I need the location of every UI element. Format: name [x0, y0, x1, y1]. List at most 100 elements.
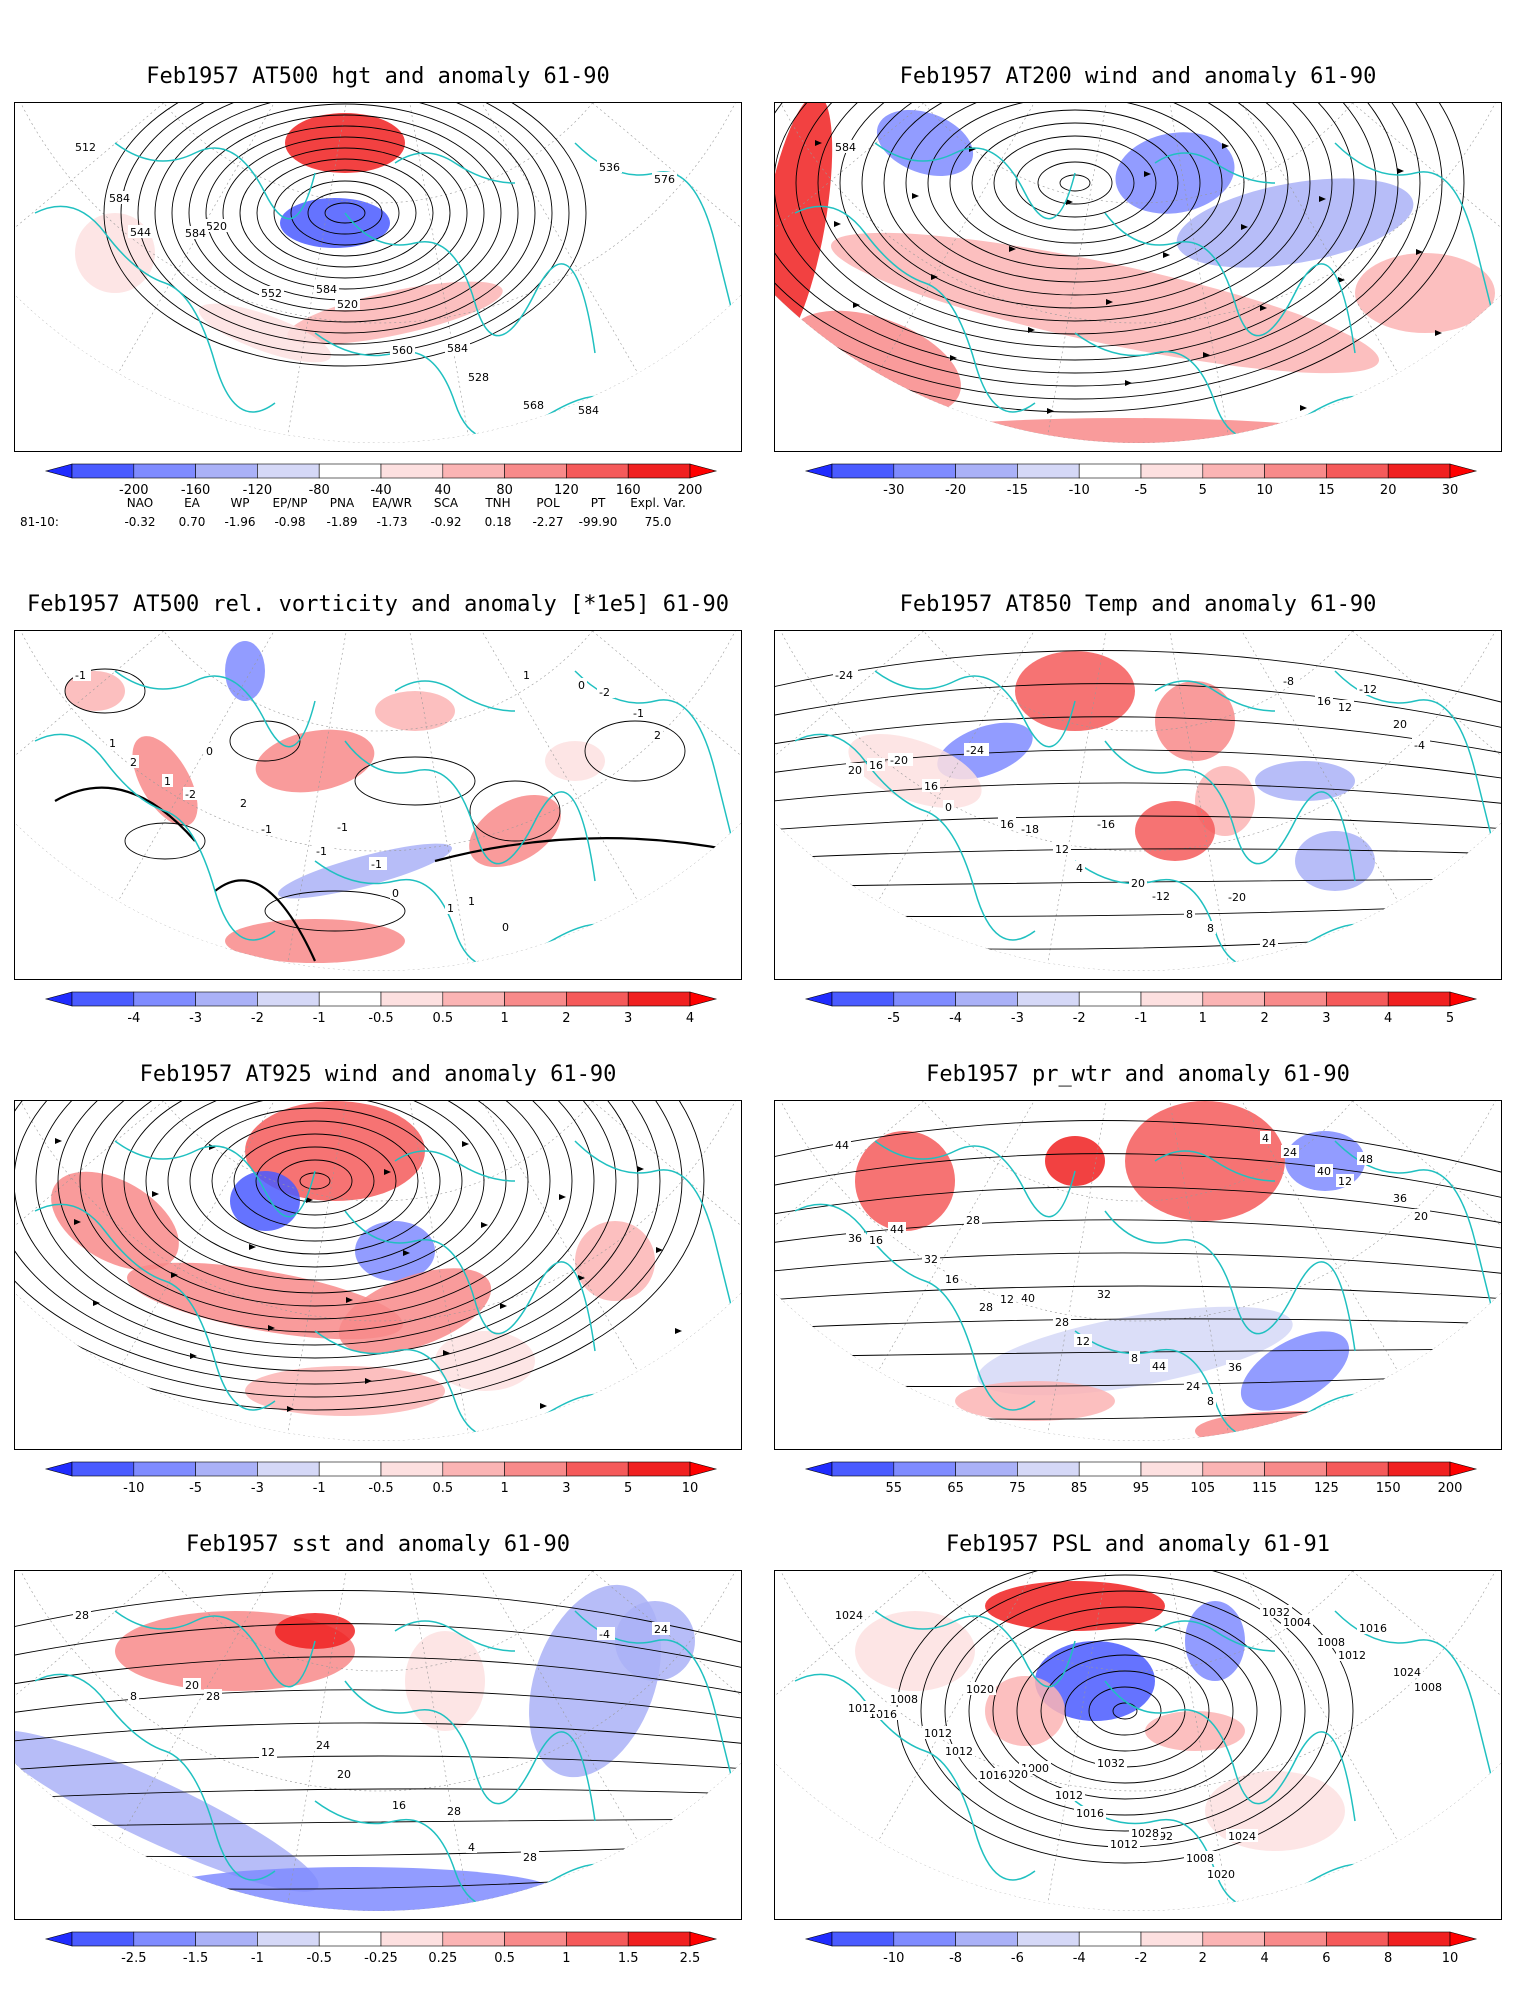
contour-label-bg [1357, 682, 1382, 695]
contour-label: 0 [392, 887, 399, 900]
panel-title: Feb1957 PSL and anomaly 61-91 [945, 1532, 1331, 1557]
streamline-arrow [675, 1328, 682, 1334]
contour-label-bg [1281, 1145, 1299, 1158]
contour-line [1037, 161, 1113, 205]
teleconnection-header: POL [536, 496, 560, 510]
contour-label: 584 [316, 283, 337, 296]
coastline [34, 1203, 276, 1411]
colorbar-box [1017, 1461, 1080, 1477]
contour-label-bg [846, 1701, 878, 1714]
colorbar-tick-label: -15 [1007, 483, 1028, 498]
colorbar-box [1326, 463, 1389, 479]
contour-label: 568 [523, 399, 544, 412]
contour-label-bg [73, 140, 98, 153]
contour-label: 28 [523, 1851, 537, 1864]
colorbar-tick-label: -160 [181, 483, 211, 498]
colorbar-box [1140, 1931, 1204, 1947]
contour-line [233, 1133, 397, 1229]
contour-label-bg [1053, 1315, 1071, 1328]
contour-label: 0 [502, 921, 509, 934]
contour-label-bg [1205, 921, 1216, 934]
contour-label-bg [1205, 1394, 1216, 1407]
colorbar-box [627, 1461, 691, 1477]
meridian-line [377, 631, 741, 643]
contour-label-bg [652, 172, 677, 185]
anomaly-shading [985, 1581, 1165, 1631]
colorbar-box [380, 991, 444, 1007]
meridian-line [377, 103, 741, 115]
contour-label: 12 [1000, 1293, 1014, 1306]
contour-label-bg [466, 370, 491, 383]
teleconnection-value: -1.73 [376, 515, 408, 529]
contour-line [15, 1101, 661, 1385]
contour-label: 4 [468, 1841, 475, 1854]
colorbar-tick-label: 80 [496, 483, 513, 498]
contour-line [775, 815, 1501, 832]
contour-line [57, 1101, 573, 1333]
contour-label: 1 [447, 902, 454, 915]
map-z500: 512 520 520 528 536 544 552 560 568 576 584 584 584 5… [14, 102, 742, 452]
coastline [394, 1620, 516, 1652]
contour-label-bg [204, 744, 215, 757]
panel-title: Feb1957 AT925 wind and anomaly 61-90 [139, 1062, 617, 1087]
contour-label: 1008 [1186, 1852, 1214, 1865]
colorbar-tick-label: 20 [1380, 483, 1397, 498]
meridian-line [1040, 1101, 1139, 1441]
colorbar-tick-label: -80 [309, 483, 330, 498]
teleconnection-value: -0.32 [124, 515, 156, 529]
streamline-arrow [500, 1303, 507, 1309]
streamline-arrow [481, 1222, 488, 1228]
streamline-arrow [1435, 330, 1442, 336]
meridian-line [1137, 1101, 1501, 1282]
colorbar-box [1017, 1931, 1080, 1947]
contour-line [993, 135, 1157, 231]
colorbar-tick-label: -1 [1135, 1011, 1148, 1026]
colorbar-tick-label: 2 [562, 1011, 570, 1026]
colorbar-box [442, 1931, 505, 1947]
colorbar-tick-label: -1 [313, 1011, 326, 1026]
anomaly-shading [1255, 761, 1355, 801]
contour-line [775, 1252, 1501, 1278]
colorbar-box [955, 991, 1018, 1007]
contour-label: 1008 [1414, 1681, 1442, 1694]
colorbar-box [566, 991, 629, 1007]
contour-label-bg [466, 894, 477, 907]
colorbar-box [1078, 1931, 1142, 1947]
contour-label-bg [597, 685, 615, 698]
contour-label: 584 [835, 141, 856, 154]
streamline-arrow [403, 1250, 410, 1256]
streamline-arrow [540, 1403, 547, 1409]
map-content [15, 1571, 741, 1911]
contour-line [839, 103, 1311, 322]
contour-label-bg [833, 140, 858, 153]
contour-label-bg [943, 800, 954, 813]
contour-line [968, 1606, 1282, 1816]
contour-line [15, 1101, 639, 1372]
teleconnection-header: SCA [433, 496, 459, 510]
contour-label: 1020 [1207, 1868, 1235, 1881]
anomaly-shading [127, 1262, 403, 1340]
coastline [574, 1610, 736, 1792]
streamline-arrow [872, 383, 879, 389]
anomaly-shading [15, 1730, 319, 1892]
contour-label: 12 [1338, 1175, 1352, 1188]
contour-label-bg [998, 1292, 1016, 1305]
contour-label-bg [1260, 1131, 1271, 1144]
coastline [1154, 152, 1276, 184]
colorbar-box [1387, 463, 1451, 479]
colorbar-box [893, 1931, 956, 1947]
contour-label-bg [888, 753, 913, 766]
contour-label: 552 [261, 287, 282, 300]
streamline-arrow [249, 1244, 256, 1250]
contour-label: 44 [890, 1223, 904, 1236]
streamline-arrow [834, 221, 841, 227]
anomaly-shading [375, 691, 455, 731]
colorbar-psl: -10 -8 -6 -4 -2 2 4 6 8 10 [804, 1931, 1478, 1966]
colorbar-tick-label: 1.5 [618, 1951, 639, 1966]
contour-label: 8 [1207, 1395, 1214, 1408]
contour-label-bg [1150, 889, 1175, 902]
colorbar-box [1202, 1931, 1265, 1947]
teleconnection-header: NAO [126, 496, 154, 510]
contour-label-bg [335, 1767, 353, 1780]
contour-label: -1 [75, 669, 86, 682]
